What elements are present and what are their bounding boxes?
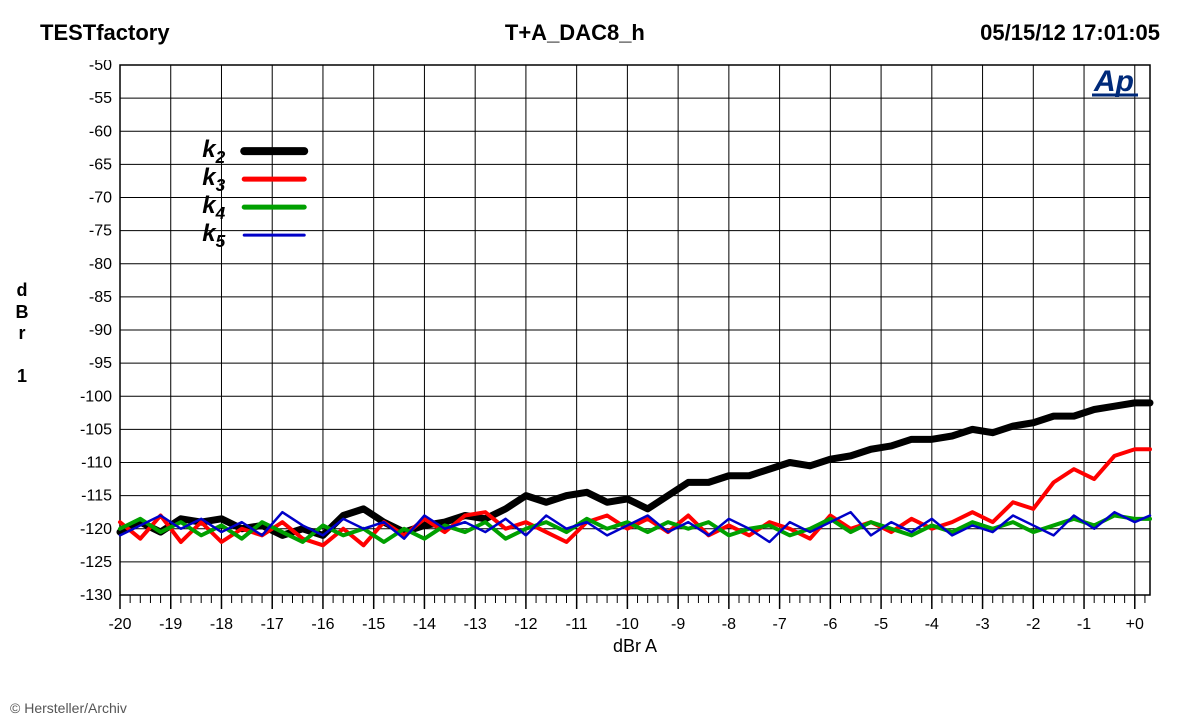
svg-text:-95: -95: [89, 355, 112, 372]
svg-text:-19: -19: [159, 616, 182, 633]
svg-text:-125: -125: [80, 554, 112, 571]
svg-text:-10: -10: [616, 616, 639, 633]
svg-text:-2: -2: [1026, 616, 1040, 633]
svg-text:Ap: Ap: [1093, 65, 1134, 98]
svg-text:-55: -55: [89, 90, 112, 107]
svg-text:-110: -110: [81, 455, 112, 472]
svg-text:-65: -65: [89, 156, 112, 173]
svg-text:-70: -70: [89, 190, 112, 207]
svg-text:-11: -11: [566, 616, 588, 633]
svg-text:-85: -85: [89, 289, 112, 306]
header-center: T+A_DAC8_h: [505, 20, 645, 46]
svg-text:-1: -1: [1077, 616, 1091, 633]
chart-container: -130 -125 -120 -115 -110 -105 -100 -95 -90 -85 -80…: [50, 60, 1160, 660]
svg-text:-9: -9: [671, 616, 685, 633]
svg-text:dBr A: dBr A: [613, 636, 657, 656]
header-right: 05/15/12 17:01:05: [980, 20, 1160, 46]
svg-text:-90: -90: [89, 322, 112, 339]
svg-text:-130: -130: [80, 587, 112, 604]
svg-text:-8: -8: [722, 616, 736, 633]
svg-text:-120: -120: [80, 521, 112, 538]
harmonic-distortion-chart: -130 -125 -120 -115 -110 -105 -100 -95 -90 -85 -80…: [50, 60, 1160, 660]
svg-text:-13: -13: [464, 616, 487, 633]
svg-text:-17: -17: [261, 616, 284, 633]
svg-text:-105: -105: [80, 421, 112, 438]
svg-text:-4: -4: [925, 616, 939, 633]
svg-text:-16: -16: [311, 616, 334, 633]
svg-text:-115: -115: [81, 488, 112, 505]
svg-text:-20: -20: [108, 616, 131, 633]
svg-text:-75: -75: [89, 223, 112, 240]
copyright-label: © Hersteller/Archiv: [0, 696, 137, 720]
svg-text:-60: -60: [89, 123, 112, 140]
svg-text:-6: -6: [823, 616, 837, 633]
svg-text:-15: -15: [362, 616, 385, 633]
svg-text:-100: -100: [80, 388, 112, 405]
svg-text:+0: +0: [1126, 616, 1144, 633]
svg-text:-80: -80: [89, 256, 112, 273]
svg-text:-50: -50: [89, 60, 112, 74]
svg-text:-14: -14: [413, 616, 436, 633]
svg-text:-18: -18: [210, 616, 233, 633]
header-left: TESTfactory: [40, 20, 170, 46]
svg-text:-7: -7: [772, 616, 786, 633]
chart-header: TESTfactory T+A_DAC8_h 05/15/12 17:01:05: [0, 0, 1200, 52]
svg-text:-3: -3: [975, 616, 989, 633]
svg-text:-12: -12: [514, 616, 537, 633]
svg-text:-5: -5: [874, 616, 888, 633]
y-axis-label: dBr 1: [12, 280, 32, 388]
